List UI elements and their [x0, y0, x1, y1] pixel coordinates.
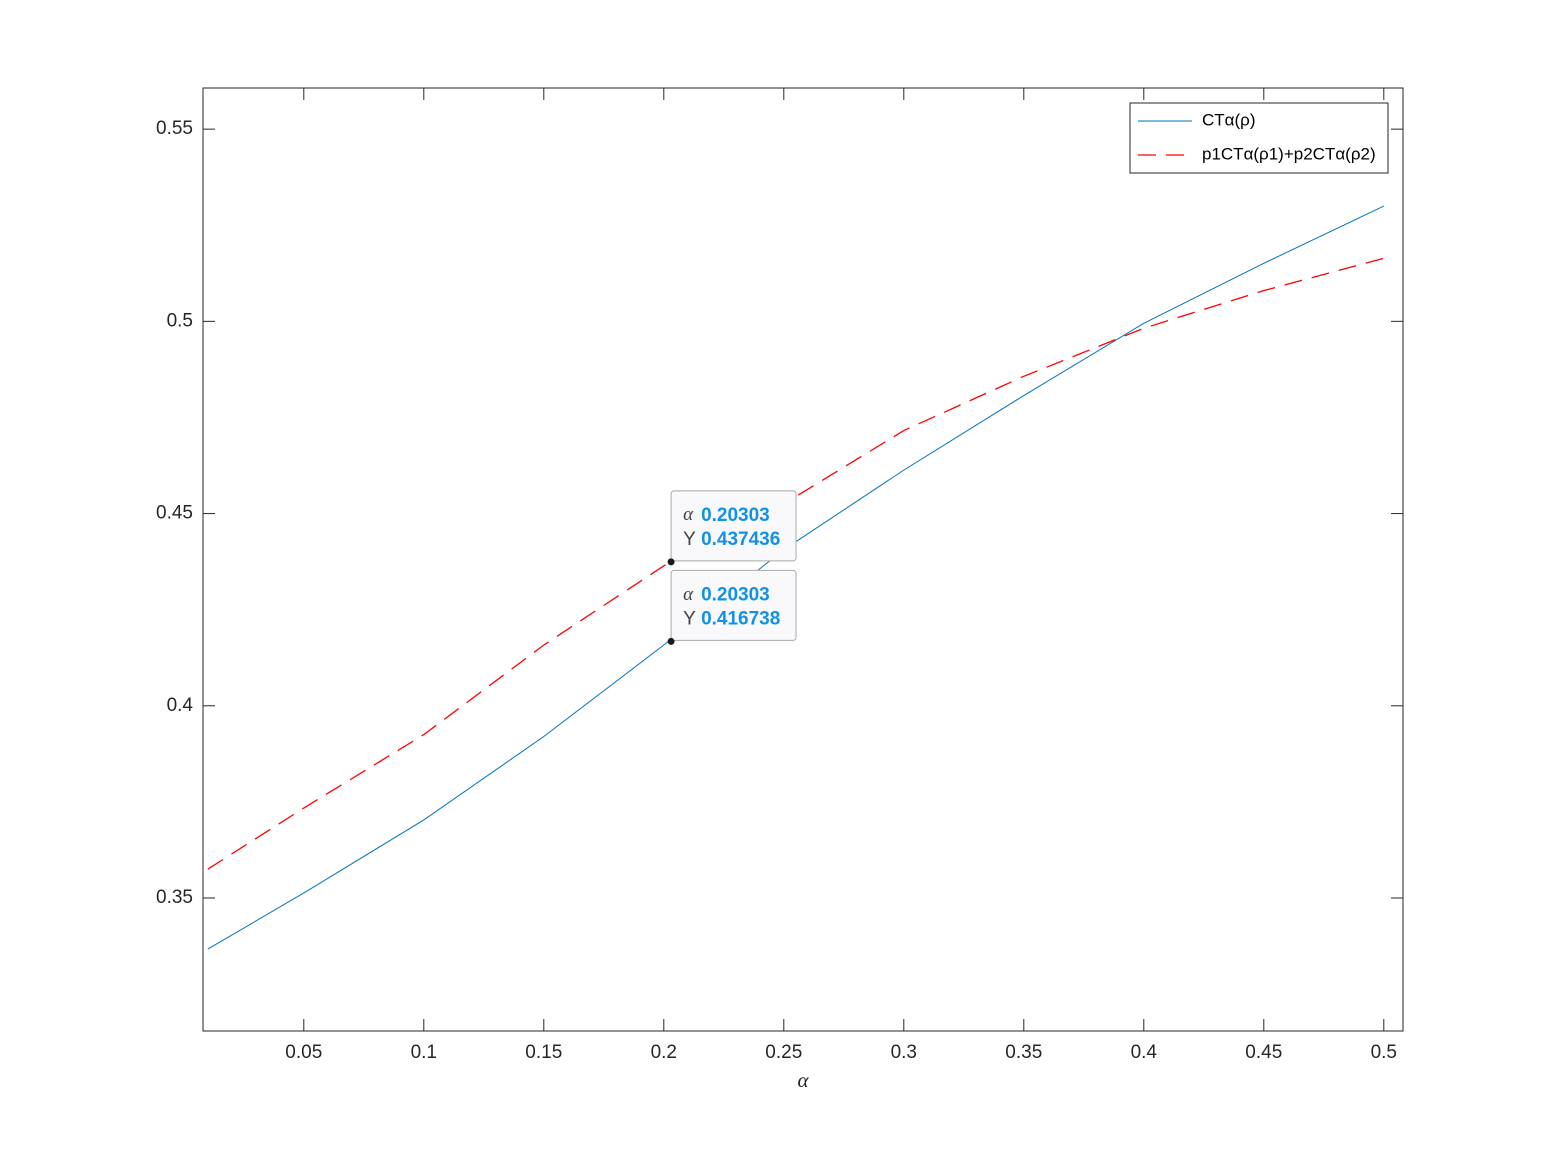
x-tick-label: 0.3 [891, 1042, 917, 1063]
y-tick-label: 0.5 [167, 310, 193, 331]
datatip-box [670, 490, 797, 562]
x-tick-label: 0.25 [765, 1042, 802, 1063]
x-tick-label: 0.35 [1005, 1042, 1042, 1063]
datatip-box [670, 569, 797, 641]
datatip-y-label: Y [683, 608, 696, 629]
x-tick-label: 0.05 [285, 1042, 322, 1063]
legend-label: CTα(ρ) [1202, 110, 1255, 129]
x-tick-label: 0.15 [525, 1042, 562, 1063]
plot-area [202, 87, 1404, 1032]
x-tick-label: 0.4 [1131, 1042, 1158, 1063]
y-tick-label: 0.45 [156, 503, 193, 524]
datatip-x-value: 0.20303 [701, 505, 770, 526]
datatip-x-label: α [683, 584, 694, 605]
y-tick-label: 0.4 [167, 695, 194, 716]
x-tick-label: 0.5 [1371, 1042, 1397, 1063]
y-tick-label: 0.55 [156, 118, 193, 139]
datatip-y-label: Y [683, 529, 696, 550]
datatip-marker [667, 637, 675, 645]
datatip-y-value: 0.416738 [701, 608, 780, 629]
legend-label: p1CTα(ρ1)+p2CTα(ρ2) [1202, 144, 1376, 163]
y-tick-label: 0.35 [156, 887, 193, 908]
datatip-x-label: α [683, 504, 694, 525]
x-tick-label: 0.1 [411, 1042, 437, 1063]
datatip-marker [667, 558, 675, 566]
datatip-x-value: 0.20303 [701, 584, 770, 605]
legend-box [1129, 102, 1389, 174]
x-axis-label: α [797, 1068, 809, 1092]
datatip-y-value: 0.437436 [701, 529, 780, 550]
x-tick-label: 0.2 [651, 1042, 677, 1063]
x-tick-label: 0.45 [1245, 1042, 1282, 1063]
